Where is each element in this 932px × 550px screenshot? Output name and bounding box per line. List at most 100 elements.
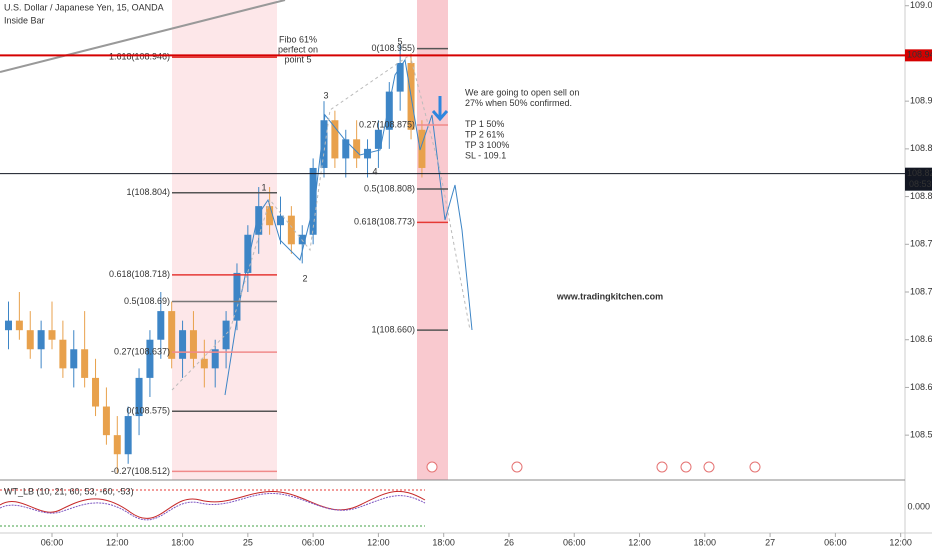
fib-label: 0.618(108.773) xyxy=(354,217,415,227)
price-label: 108.948 xyxy=(907,50,932,60)
fib-label: 1(108.804) xyxy=(126,187,170,197)
x-tick-label: 27 xyxy=(765,537,775,547)
x-tick-label: 06:00 xyxy=(824,537,847,547)
wave-label: 3 xyxy=(323,90,328,100)
y-tick-label: 109.000 xyxy=(910,0,932,10)
time-box xyxy=(905,178,932,191)
y-tick-label: 108.750 xyxy=(910,239,932,249)
wave-path xyxy=(224,58,473,396)
x-tick-label: 12:00 xyxy=(367,537,390,547)
y-tick-label: 108.800 xyxy=(910,191,932,201)
trade-note: SL - 109.1 xyxy=(465,150,506,160)
candle-body xyxy=(92,377,100,407)
candle-body xyxy=(396,62,404,92)
candle-body xyxy=(331,120,339,159)
candle-body xyxy=(113,435,121,455)
fib-label: 1(108.660) xyxy=(371,325,415,335)
candle-body xyxy=(37,330,45,350)
x-tick-label: 18:00 xyxy=(432,537,455,547)
y-tick-label: 108.700 xyxy=(910,286,932,296)
candle-body xyxy=(200,358,208,369)
price-label: 108.824 xyxy=(907,168,932,178)
projection xyxy=(171,54,471,391)
trade-note: TP 1 50% xyxy=(465,119,504,129)
x-tick-label: 25 xyxy=(243,537,253,547)
x-tick-label: 18:00 xyxy=(694,537,717,547)
x-tick-label: 06:00 xyxy=(302,537,325,547)
candle-body xyxy=(418,129,426,168)
candle-body xyxy=(320,120,328,168)
fib-label: 0.27(108.637) xyxy=(114,347,170,357)
wave-label: 5 xyxy=(397,36,402,46)
fibo-note: Fibo 61% xyxy=(279,34,317,44)
shade-zone xyxy=(417,0,448,480)
y-tick-label: 108.650 xyxy=(910,334,932,344)
candle-body xyxy=(157,311,165,340)
candle-body xyxy=(374,129,382,149)
event-icons xyxy=(426,461,761,473)
fib-label: 0(108.955) xyxy=(371,43,415,53)
candle-body xyxy=(70,349,78,369)
candle-body xyxy=(168,311,176,359)
candle-body xyxy=(15,320,23,331)
y-tick-label: 108.550 xyxy=(910,430,932,440)
fib-label: 0(108.575) xyxy=(126,406,170,416)
x-tick-label: 12:00 xyxy=(106,537,129,547)
candle-body xyxy=(81,349,89,378)
fib-label: 0.5(108.808) xyxy=(364,183,415,193)
candle-body xyxy=(59,339,67,369)
candle-body xyxy=(102,406,110,436)
trend-line xyxy=(0,0,286,73)
candle-body xyxy=(233,272,241,321)
fibo-note: point 5 xyxy=(284,54,311,64)
y-tick-label: 108.850 xyxy=(910,143,932,153)
fib-label: -0.27(108.512) xyxy=(111,466,170,476)
x-tick-label: 06:00 xyxy=(41,537,64,547)
oscillator xyxy=(0,489,426,527)
wave-label: 2 xyxy=(302,273,307,283)
oscillator-zero: 0.000 xyxy=(907,501,930,511)
symbol: U.S. Dollar / Japanese Yen, 15, OANDA xyxy=(4,2,164,12)
candle-body xyxy=(211,349,219,369)
y-tick-label: 108.600 xyxy=(910,382,932,392)
indicator: Inside Bar xyxy=(4,15,45,25)
candle-body xyxy=(364,148,372,159)
trade-note: TP 3 100% xyxy=(465,140,509,150)
candle-body xyxy=(146,339,154,378)
candle-body xyxy=(309,167,317,235)
x-tick-label: 26 xyxy=(504,537,514,547)
wave-label: 1 xyxy=(261,182,266,192)
price-box xyxy=(905,49,932,62)
website: www.tradingkitchen.com xyxy=(556,291,663,301)
trade-note: TP 2 61% xyxy=(465,129,504,139)
fibo-note: perfect on xyxy=(278,44,318,54)
trade-note: 27% when 50% confirmed. xyxy=(465,98,572,108)
candle-body xyxy=(179,330,187,359)
oscillator-name: WT_LB (10, 21, 60, 53, -60, -53) xyxy=(4,486,134,496)
fib-label: 0.5(108.69) xyxy=(124,296,170,306)
fib-label: 1.618(108.946) xyxy=(109,52,170,62)
candle-body xyxy=(244,234,252,273)
candle-body xyxy=(135,377,143,417)
x-tick-label: 18:00 xyxy=(171,537,194,547)
candle-body xyxy=(385,91,393,130)
x-tick-label: 12:00 xyxy=(889,537,912,547)
candle-body xyxy=(255,206,263,235)
candle-body xyxy=(26,330,34,350)
trade-note: We are going to open sell on xyxy=(465,87,579,97)
candle-body xyxy=(4,320,12,331)
fib-label: 0.27(108.875) xyxy=(359,119,415,129)
candle-body xyxy=(353,139,361,159)
wave-label: 4 xyxy=(372,166,377,176)
candle-body xyxy=(266,206,274,226)
candle-body xyxy=(342,139,350,159)
sell-arrow xyxy=(431,96,449,122)
fib-label: 0.618(108.718) xyxy=(109,269,170,279)
candle-body xyxy=(48,330,56,340)
candle-body xyxy=(189,330,197,359)
y-tick-label: 108.900 xyxy=(910,96,932,106)
candle-body xyxy=(222,320,230,350)
time-label: 08:53 xyxy=(909,179,932,189)
candle-body xyxy=(124,416,132,455)
